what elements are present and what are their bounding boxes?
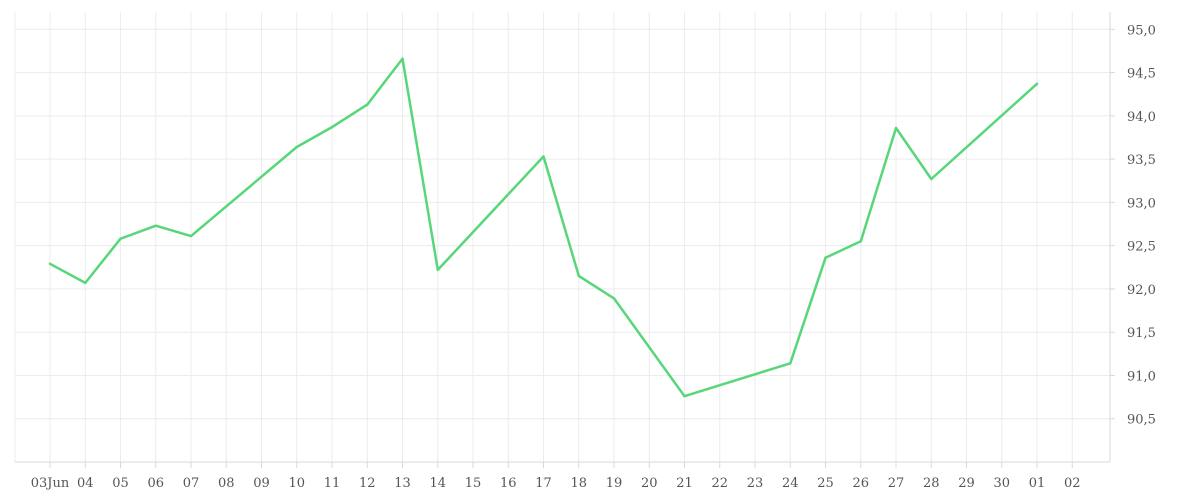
data-point [859,240,862,243]
data-point [366,103,369,106]
x-tick-label: 14 [429,476,446,491]
y-axis-ticks: 90,5 91,0 91,5 92,0 92,5 93,0 93,5 94,0 94,5 95,0 [1127,23,1156,427]
x-tick-label: 07 [183,476,200,491]
y-tick-label: 93,5 [1127,153,1156,168]
series-layer [48,57,1039,398]
x-tick-label: 12 [359,476,376,491]
y-tick-label: 91,0 [1127,369,1156,384]
data-point [894,126,898,130]
x-tick-label: 03Jun [31,476,70,491]
x-tick-label: 24 [782,476,799,491]
data-point [1035,82,1039,86]
x-tick-label: 11 [324,476,341,491]
grid [14,12,1110,462]
y-tick-label: 93,0 [1127,196,1156,211]
axes [15,12,1115,468]
y-tick-label: 90,5 [1127,413,1156,428]
x-tick-label: 17 [535,476,552,491]
x-tick-label: 22 [711,476,728,491]
data-point [84,281,87,285]
x-tick-label: 29 [958,476,975,491]
x-tick-label: 20 [641,476,658,491]
x-tick-label: 21 [676,476,693,491]
data-point [401,57,404,60]
x-tick-label: 28 [923,476,940,491]
data-point [119,237,122,240]
data-point [436,268,439,272]
data-point [612,297,616,300]
x-tick-label: 04 [77,476,94,491]
x-tick-label: 08 [218,476,235,491]
y-tick-label: 92,0 [1127,283,1156,298]
data-point [824,256,827,259]
x-tick-label: 13 [394,476,411,491]
data-point [295,145,298,149]
y-tick-label: 94,0 [1127,110,1156,125]
x-tick-label: 19 [606,476,623,491]
x-tick-label: 18 [570,476,587,491]
y-tick-label: 94,5 [1127,67,1156,82]
x-tick-label: 05 [112,476,129,491]
data-point [683,395,686,398]
series-line [48,57,1039,398]
y-tick-label: 91,5 [1127,326,1156,341]
data-point [330,125,334,129]
x-tick-label: 30 [993,476,1010,491]
data-point [154,224,157,227]
data-point [189,234,193,238]
x-tick-label: 02 [1064,476,1081,491]
x-tick-label: 25 [817,476,834,491]
data-point [542,155,545,158]
x-tick-label: 27 [888,476,905,491]
y-tick-label: 92,5 [1127,240,1156,255]
data-point [930,177,933,181]
data-point [577,274,580,278]
x-tick-label: 15 [465,476,482,491]
x-axis-ticks: 03Jun 04 05 06 07 08 09 10 11 12 13 14 15 16 17 18 19 20 2… [31,476,1081,491]
x-tick-label: 09 [253,476,270,491]
x-tick-label: 23 [747,476,764,491]
data-point [48,262,52,266]
x-tick-label: 10 [288,476,305,491]
data-point [789,362,792,365]
x-tick-label: 01 [1029,476,1046,491]
x-tick-label: 06 [147,476,164,491]
y-tick-label: 95,0 [1127,23,1156,38]
x-tick-label: 16 [500,476,517,491]
x-tick-label: 26 [852,476,869,491]
